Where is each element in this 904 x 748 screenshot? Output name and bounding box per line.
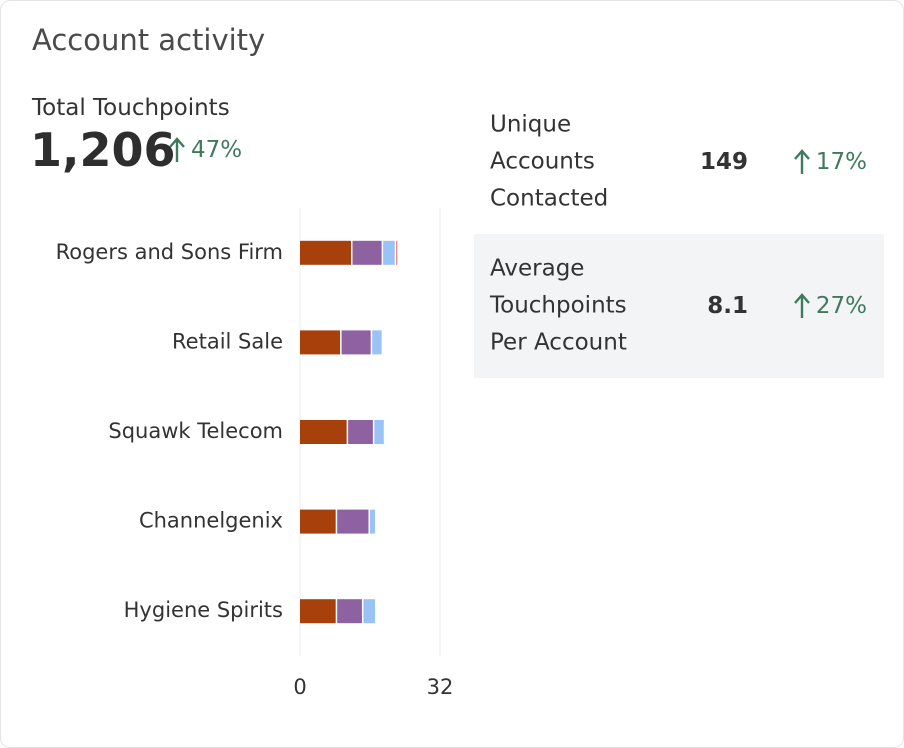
y-tick-label: Hygiene Spirits bbox=[124, 598, 283, 622]
bar-segment bbox=[337, 509, 369, 534]
total-change: 47% bbox=[169, 137, 242, 163]
metric-value: 8.1 bbox=[707, 293, 748, 319]
total-value: 1,206 bbox=[30, 123, 176, 177]
bar-segment bbox=[337, 599, 362, 624]
y-tick-label: Rogers and Sons Firm bbox=[56, 240, 283, 264]
y-tick-label: Squawk Telecom bbox=[108, 419, 283, 443]
bar-segment bbox=[372, 330, 382, 355]
metric-label: Unique Accounts Contacted bbox=[490, 111, 609, 212]
up-arrow bbox=[169, 137, 185, 162]
change-text: 27% bbox=[815, 293, 867, 319]
card-title: Account activity bbox=[32, 23, 266, 57]
bar-segment bbox=[300, 240, 351, 265]
metric-row: Average Touchpoints Per Account 8.1 27% bbox=[474, 234, 884, 378]
bar-segment bbox=[300, 420, 347, 444]
metric-value: 149 bbox=[699, 149, 748, 175]
chart: 0 32 Rogers and Sons Firm Retail Sale Squawk… bbox=[56, 208, 454, 699]
x-tick-label: 32 bbox=[427, 675, 454, 699]
bar-segment bbox=[374, 420, 384, 444]
metric-label: Average Touchpoints Per Account bbox=[490, 255, 627, 356]
metric-change: 27% bbox=[793, 293, 867, 319]
bar-segment bbox=[348, 420, 373, 444]
change-text: 17% bbox=[815, 149, 867, 175]
bar-segment bbox=[396, 240, 398, 265]
up-arrow bbox=[793, 149, 810, 174]
bar-segment bbox=[300, 599, 336, 624]
metric-row: Unique Accounts Contacted 149 17% bbox=[474, 90, 884, 234]
bar-segment bbox=[300, 509, 336, 534]
y-tick-label: Channelgenix bbox=[139, 509, 283, 533]
up-arrow bbox=[793, 293, 810, 318]
y-tick-label: Retail Sale bbox=[172, 329, 283, 353]
bar-segment bbox=[300, 330, 341, 355]
bar-segment bbox=[341, 330, 371, 355]
bar-segment bbox=[363, 599, 376, 624]
total-label: Total Touchpoints bbox=[32, 95, 230, 121]
x-tick-label: 0 bbox=[293, 675, 306, 699]
bar-segment bbox=[383, 240, 395, 265]
change-text: 47% bbox=[191, 137, 243, 163]
metric-change: 17% bbox=[793, 149, 867, 175]
bar-segment bbox=[352, 240, 382, 265]
bar-segment bbox=[370, 509, 376, 534]
